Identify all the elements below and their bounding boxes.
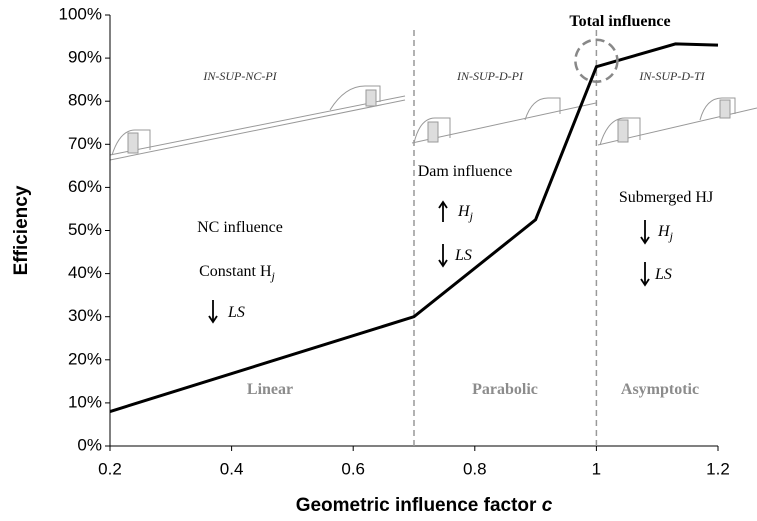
annotation-text: IN-SUP-NC-PI [202, 69, 277, 83]
y-tick-label: 90% [68, 48, 102, 67]
x-tick-label: 1 [592, 459, 601, 478]
x-tick-label: 0.2 [98, 459, 122, 478]
annotation: Parabolic [472, 381, 538, 398]
y-tick-label: 40% [68, 263, 102, 282]
x-tick-label: 0.6 [341, 459, 365, 478]
annotation: IN-SUP-NC-PI [202, 69, 277, 83]
annotation: NC influence [197, 219, 283, 236]
annotation-text: Asymptotic [621, 381, 699, 398]
annotation: LS [454, 247, 472, 264]
annotation: IN-SUP-D-PI [456, 69, 524, 83]
annotation-text: LS [654, 266, 672, 283]
chart: 0% 10% 20% 30% 40% 50% 60% 70% 80% 90% 100% 0.2 0.4 0… [0, 0, 757, 521]
x-axis-title-var: c [542, 495, 553, 516]
y-axis-title: Efficiency [11, 185, 32, 275]
annotation: Submerged HJ [619, 189, 713, 206]
y-tick-label: 70% [68, 134, 102, 153]
annotation: Hj [657, 223, 674, 243]
annotation: Dam influence [418, 163, 513, 180]
y-tick-label: 60% [68, 177, 102, 196]
y-tick-label: 50% [68, 220, 102, 239]
annotation-text: NC influence [197, 219, 283, 236]
x-tick-label: 0.8 [463, 459, 487, 478]
x-tick-label: 0.4 [220, 459, 244, 478]
sketches [110, 86, 757, 160]
x-axis-title: Geometric influence factor c [296, 495, 553, 516]
annotation-text: Parabolic [472, 381, 538, 398]
y-tick-label: 20% [68, 349, 102, 368]
annotation-text: Dam influence [418, 163, 513, 180]
annotation-text: Linear [247, 381, 293, 398]
annotation-text: LS [227, 304, 245, 321]
annotation-text: IN-SUP-D-TI [638, 69, 705, 83]
annotation: Constant Hj [199, 263, 275, 283]
annotation-text: Submerged HJ [619, 189, 713, 206]
annotation-text: IN-SUP-D-PI [456, 69, 524, 83]
annotation: Total influence [569, 13, 670, 30]
y-tick-label: 30% [68, 306, 102, 325]
annotation: LS [227, 304, 245, 321]
y-tick-label: 0% [77, 435, 102, 454]
y-tick-label: 100% [59, 4, 102, 23]
annotation: LS [654, 266, 672, 283]
annotation: Asymptotic [621, 381, 699, 398]
annotation: Hj [457, 203, 474, 223]
annotation: IN-SUP-D-TI [638, 69, 705, 83]
annotation-text: LS [454, 247, 472, 264]
x-axis-title-text: Geometric influence factor [296, 495, 537, 516]
annotation: Linear [247, 381, 293, 398]
x-tick-label: 1.2 [706, 459, 730, 478]
y-tick-label: 80% [68, 91, 102, 110]
annotation-text: Total influence [569, 13, 670, 30]
annotation-text: Constant H [199, 263, 272, 280]
y-tick-label: 10% [68, 392, 102, 411]
